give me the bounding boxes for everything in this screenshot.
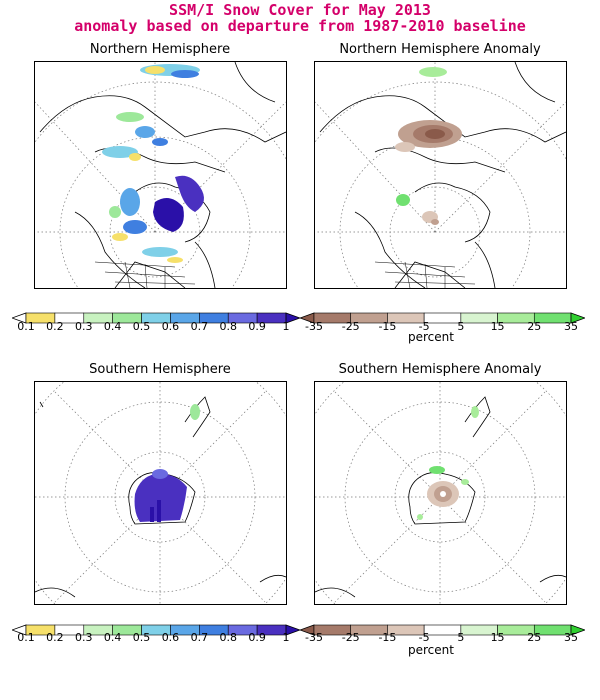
anomaly-colorbar-tick-label: 5 <box>457 631 465 644</box>
anomaly-colorbar-tick-label: 15 <box>490 631 505 644</box>
snow-cover-patches <box>134 404 200 522</box>
cover-colorbar-tick-label: 0.9 <box>248 631 266 644</box>
cover-colorbar-tick-label: 0.3 <box>75 631 93 644</box>
cover-colorbar-tick-label: 0.7 <box>190 320 209 333</box>
cover-colorbar-tick-label: 0.1 <box>17 320 35 333</box>
anomaly-patches <box>395 67 462 225</box>
anomaly-colorbar-tick-label: 25 <box>527 320 542 333</box>
figure-title-line-2: anomaly based on departure from 1987-201… <box>74 17 526 35</box>
sh-snow-cover-colorbar <box>10 621 302 640</box>
sh-anomaly-map <box>314 381 567 605</box>
sh-anomaly-colorbar-labels: -35 -25 -15 -5 5 15 25 35 <box>300 631 585 645</box>
anomaly-patches <box>417 406 479 520</box>
cover-colorbar-tick-label: 0.3 <box>75 320 93 333</box>
cover-colorbar-tick-label: 0.6 <box>161 320 180 333</box>
cover-colorbar-tick-label: 0.2 <box>46 631 64 644</box>
cover-colorbar-tick-label: 0.6 <box>161 631 180 644</box>
anomaly-colorbar-tick-label: -25 <box>341 320 360 333</box>
cover-colorbar-tick-label: 0.5 <box>132 320 151 333</box>
sh-anomaly-panel-title: Southern Hemisphere Anomaly <box>338 362 542 377</box>
anomaly-colorbar-tick-label: -5 <box>418 631 430 644</box>
nh-panel-title: Northern Hemisphere <box>89 42 231 57</box>
sh-anomaly-colorbar <box>298 621 587 640</box>
anomaly-colorbar-tick-label: 35 <box>564 631 578 644</box>
nh-anomaly-map <box>314 61 567 289</box>
cover-colorbar-arrow-high <box>285 624 302 636</box>
sh-snow-cover-map <box>34 381 287 605</box>
cover-colorbar-tick-label: 0.7 <box>190 631 209 644</box>
cover-colorbar-tick-label: 0.4 <box>103 320 122 333</box>
sh-anomaly-unit-label: percent <box>408 643 454 657</box>
anomaly-colorbar-tick-label: 35 <box>564 320 578 333</box>
cover-colorbar-tick-label: 0.4 <box>103 631 122 644</box>
cover-colorbar-tick-label: 0.1 <box>17 631 35 644</box>
anomaly-colorbar-arrow-high <box>570 624 587 636</box>
cover-colorbar-tick-label: 0.5 <box>132 631 151 644</box>
nh-snow-cover-colorbar <box>10 309 302 328</box>
anomaly-colorbar-tick-label: -35 <box>305 631 323 644</box>
anomaly-colorbar-tick-label: 15 <box>490 320 505 333</box>
sh-snow-cover-colorbar-labels: 0.1 0.2 0.3 0.4 0.5 0.6 0.7 0.8 0.9 1 <box>12 631 300 645</box>
cover-colorbar-tick-label: 0.9 <box>248 320 266 333</box>
nh-anomaly-colorbar <box>298 309 587 328</box>
nh-snow-cover-map <box>34 61 287 289</box>
anomaly-colorbar-tick-label: -15 <box>378 631 397 644</box>
nh-anomaly-panel-title: Northern Hemisphere Anomaly <box>339 42 541 57</box>
cover-colorbar-arrow-high <box>285 312 302 324</box>
anomaly-colorbar-tick-label: -25 <box>341 631 360 644</box>
cover-colorbar-tick-label: 0.8 <box>219 320 237 333</box>
us-state-borders <box>94 261 196 288</box>
anomaly-colorbar-tick-label: 25 <box>527 631 542 644</box>
cover-colorbar-tick-label: 1 <box>282 320 290 333</box>
cover-colorbar-tick-label: 1 <box>282 631 290 644</box>
nh-anomaly-unit-label: percent <box>408 330 454 344</box>
nh-snow-cover-colorbar-labels: 0.1 0.2 0.3 0.4 0.5 0.6 0.7 0.8 0.9 1 <box>12 320 300 334</box>
nh-anomaly-colorbar-labels: -35 -25 -15 -5 5 15 25 35 <box>300 320 585 334</box>
anomaly-colorbar-tick-label: -5 <box>418 320 430 333</box>
cover-colorbar-tick-label: 0.8 <box>219 631 237 644</box>
cover-colorbar-tick-label: 0.2 <box>46 320 64 333</box>
anomaly-colorbar-tick-label: -15 <box>378 320 397 333</box>
anomaly-colorbar-arrow-high <box>570 312 587 324</box>
snow-cover-patches <box>102 64 204 263</box>
figure-title-line-1: SSM/I Snow Cover for May 2013 <box>169 1 431 19</box>
anomaly-colorbar-tick-label: -35 <box>305 320 323 333</box>
anomaly-colorbar-tick-label: 5 <box>457 320 465 333</box>
sh-panel-title: Southern Hemisphere <box>89 362 231 377</box>
